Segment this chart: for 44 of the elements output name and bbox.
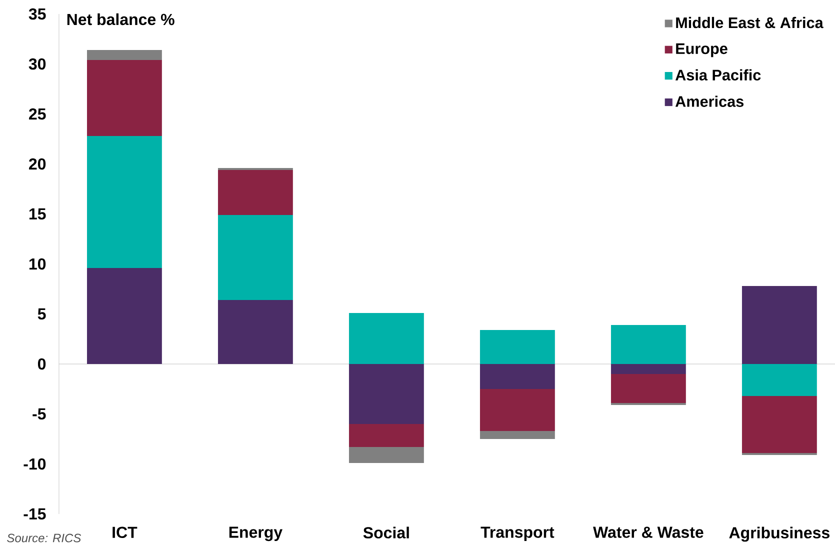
bar: [86, 136, 162, 268]
x-tick-label: Water & Waste: [593, 526, 704, 538]
bar: [742, 364, 817, 396]
y-tick-label: 25: [29, 108, 46, 120]
y-tick-label: 30: [28, 58, 46, 70]
bar: [218, 214, 293, 300]
bar: [480, 430, 555, 439]
y-tick-label: 0: [38, 358, 46, 370]
bar: [86, 60, 162, 136]
bar: [348, 312, 424, 364]
bar: [742, 286, 817, 364]
bar: [480, 388, 555, 431]
source-note: Source: RICS: [7, 534, 82, 542]
bar: [348, 446, 424, 463]
y-tick-label: 5: [38, 308, 46, 320]
bar: [218, 170, 293, 215]
legend-label: Americas: [675, 96, 744, 107]
y-tick-label: 15: [29, 208, 46, 220]
bar: [86, 268, 162, 364]
x-tick-label: Energy: [229, 526, 282, 542]
x-tick-label: Agribusiness: [729, 526, 830, 542]
y-tick-label: -5: [32, 408, 46, 420]
bar: [742, 396, 817, 453]
bar: [610, 364, 686, 374]
bar: [348, 424, 424, 447]
x-tick-label: Transport: [480, 526, 554, 542]
y-tick-label: 35: [28, 8, 46, 20]
bar: [480, 364, 555, 389]
bar: [348, 364, 424, 424]
legend-label: Asia Pacific: [675, 69, 761, 81]
legend-label: Middle East & Africa: [676, 16, 824, 28]
bar: [480, 330, 555, 364]
x-tick-label: Social: [363, 526, 409, 538]
y-tick-label: -10: [24, 458, 46, 470]
bar: [86, 50, 162, 60]
y-tick-label: 10: [29, 258, 46, 270]
bar: [610, 324, 686, 364]
x-tick-label: ICT: [112, 526, 138, 538]
y-tick-label: 20: [29, 158, 46, 170]
y-axis-title: Net balance %: [67, 13, 174, 26]
bar: [610, 374, 686, 403]
bar: [218, 300, 293, 364]
legend-label: Europe: [676, 43, 728, 58]
y-tick-label: -15: [24, 508, 46, 520]
